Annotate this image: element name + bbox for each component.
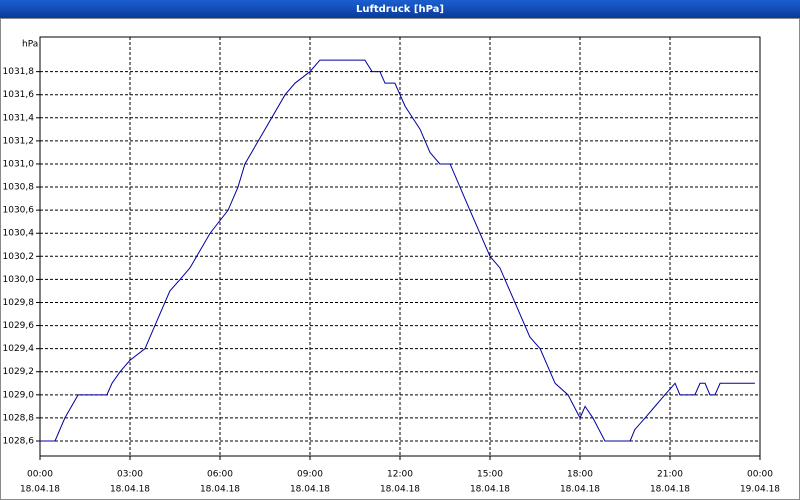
x-tick-date: 18.04.18 [380, 485, 420, 495]
y-tick-label: 1029,6 [3, 321, 35, 331]
y-tick-label: 1030,6 [3, 206, 35, 216]
x-tick-label: 00:00 [27, 470, 53, 480]
y-tick-label: 1030,0 [3, 275, 35, 285]
x-tick-label: 09:00 [297, 470, 323, 480]
chart-title: Luftdruck [hPa] [356, 4, 444, 15]
y-tick-label: 1031,6 [3, 90, 35, 100]
x-tick-label: 21:00 [657, 470, 683, 480]
y-tick-label: 1030,4 [3, 229, 35, 239]
y-tick-label: 1029,2 [3, 367, 35, 377]
x-tick-date: 18.04.18 [200, 485, 240, 495]
x-tick-label: 15:00 [477, 470, 503, 480]
x-tick-label: 12:00 [387, 470, 413, 480]
y-tick-label: 1028,6 [3, 436, 35, 446]
x-tick-label: 03:00 [117, 470, 143, 480]
x-tick-date: 18.04.18 [560, 485, 600, 495]
x-tick-date: 18.04.18 [650, 485, 690, 495]
line [40, 59, 755, 442]
y-tick-label: 1031,8 [3, 67, 35, 77]
x-tick-date: 18.04.18 [290, 485, 330, 495]
x-tick-date: 18.04.18 [20, 485, 60, 495]
x-tick-date: 19.04.18 [740, 485, 780, 495]
plot-area [39, 36, 761, 457]
title-bar [0, 0, 800, 18]
y-unit: hPa [22, 40, 38, 50]
y-tick-label: 1029,0 [3, 390, 35, 400]
y-tick-label: 1030,8 [3, 183, 35, 193]
y-tick-label: 1031,4 [3, 113, 35, 123]
y-tick-label: 1028,8 [3, 413, 35, 423]
y-tick-label: 1030,2 [3, 252, 35, 262]
y-tick-label: 1031,0 [3, 159, 35, 169]
x-tick-date: 18.04.18 [470, 485, 510, 495]
y-tick-label: 1031,2 [3, 136, 35, 146]
x-tick-label: 06:00 [207, 470, 233, 480]
x-tick-date: 18.04.18 [110, 485, 150, 495]
x-tick-label: 00:00 [747, 470, 773, 480]
y-tick-label: 1029,4 [3, 344, 35, 354]
x-tick-label: 18:00 [567, 470, 593, 480]
y-tick-label: 1029,8 [3, 298, 35, 308]
